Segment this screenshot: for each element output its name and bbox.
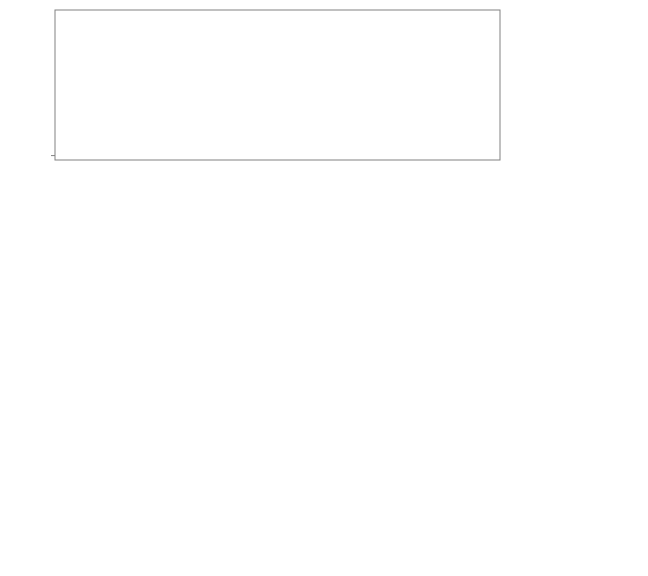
- chart-container: [0, 0, 648, 576]
- chart-svg: [0, 0, 648, 576]
- panel-border: [55, 10, 500, 160]
